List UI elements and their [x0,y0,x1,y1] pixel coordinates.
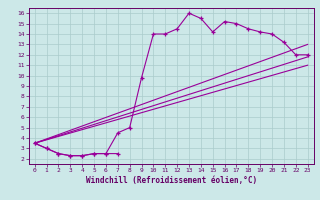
X-axis label: Windchill (Refroidissement éolien,°C): Windchill (Refroidissement éolien,°C) [86,176,257,185]
